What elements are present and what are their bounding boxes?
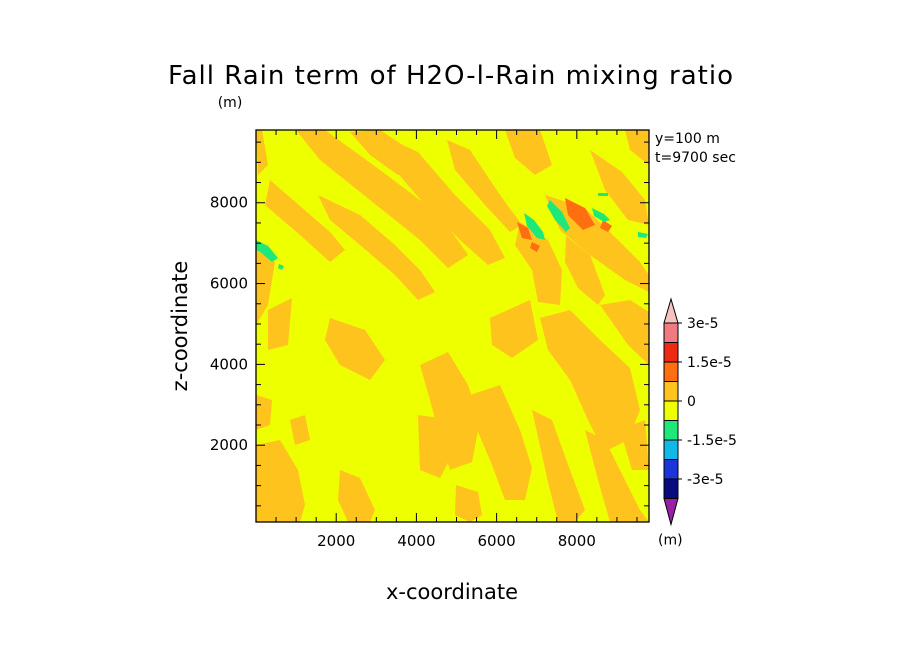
plot-area <box>256 130 649 522</box>
contour-region <box>517 222 532 240</box>
colorbar-swatch <box>663 322 679 343</box>
colorbar-label: 3e-5 <box>687 316 718 332</box>
contour-region <box>515 222 562 305</box>
chart-title: Fall Rain term of H2O-l-Rain mixing rati… <box>168 61 734 91</box>
colorbar-swatch <box>663 342 679 363</box>
colorbar-swatch <box>663 459 679 480</box>
contour-region <box>600 300 649 365</box>
contour-fill <box>256 130 649 522</box>
contour-region <box>265 180 345 262</box>
contour-region <box>418 415 452 478</box>
contour-region <box>547 200 570 232</box>
axes: 2000 4000 6000 8000 2000 4000 6000 8000 <box>210 129 650 550</box>
colorbar-swatch <box>663 361 679 382</box>
contour-region <box>598 193 608 196</box>
contour-orange <box>256 130 649 522</box>
contour-region <box>256 440 305 522</box>
contour-region <box>338 470 375 522</box>
contour-region <box>532 410 585 522</box>
colorbar-label: 0 <box>687 394 696 410</box>
contour-region <box>256 250 275 325</box>
colorbar-swatch <box>663 478 679 499</box>
colorbar-unit: (m) <box>658 533 683 549</box>
colorbar-arrow-bottom <box>663 498 679 527</box>
contour-region <box>256 130 268 175</box>
contour-region <box>592 208 610 222</box>
contour-region <box>290 415 310 445</box>
contour-region <box>392 140 505 265</box>
contour-region <box>470 385 532 500</box>
colorbar-arrow-top <box>663 297 679 324</box>
contour-region <box>505 130 552 175</box>
contour-region <box>625 130 649 165</box>
contour-region <box>296 130 468 268</box>
y-axis-label: z-coordinate <box>168 261 192 392</box>
contour-region <box>565 198 595 230</box>
x-tick-label: 4000 <box>397 532 435 550</box>
contour-region <box>256 395 272 430</box>
colorbar-swatch <box>663 420 679 441</box>
colorbar-swatch <box>663 439 679 460</box>
contour-region <box>565 236 605 305</box>
x-tick-label: 2000 <box>317 532 355 550</box>
contour-region <box>268 298 292 350</box>
colorbar-label: 1.5e-5 <box>687 355 732 371</box>
annotation-y: y=100 m <box>655 131 720 147</box>
y-tick-label: 4000 <box>210 355 248 373</box>
x-tick-label: 8000 <box>558 532 596 550</box>
contour-region <box>420 352 480 470</box>
contour-green <box>256 193 648 270</box>
contour-region <box>490 300 538 358</box>
contour-region <box>540 310 640 452</box>
plot-frame <box>255 129 650 523</box>
annotation-t: t=9700 sec <box>655 150 736 166</box>
contour-region <box>600 220 612 232</box>
contour-region <box>638 232 648 238</box>
y-tick-label: 8000 <box>210 194 248 212</box>
contour-region <box>590 150 649 225</box>
y-tick-label: 2000 <box>210 436 248 454</box>
colorbar-swatch <box>663 400 679 421</box>
colorbar: -3e-5 -1.5e-5 0 1.5e-5 3e-5 (m) <box>658 297 737 549</box>
contour-region <box>530 242 540 252</box>
x-tick-label: 6000 <box>478 532 516 550</box>
title-unit: (m) <box>218 95 243 111</box>
contour-region <box>524 213 545 240</box>
colorbar-swatch <box>663 381 679 402</box>
contour-region <box>545 195 649 292</box>
contour-region <box>256 240 278 262</box>
contour-region <box>325 318 385 380</box>
contour-region <box>447 140 522 232</box>
contour-region <box>620 420 649 470</box>
y-tick-label: 6000 <box>210 275 248 293</box>
contour-darkorange <box>517 198 612 252</box>
contour-region <box>455 485 482 522</box>
x-axis-label: x-coordinate <box>386 580 518 604</box>
colorbar-label: -1.5e-5 <box>687 433 737 449</box>
contour-region <box>585 430 649 522</box>
colorbar-label: -3e-5 <box>687 472 724 488</box>
contour-region <box>318 195 435 300</box>
contour-region <box>278 264 284 270</box>
